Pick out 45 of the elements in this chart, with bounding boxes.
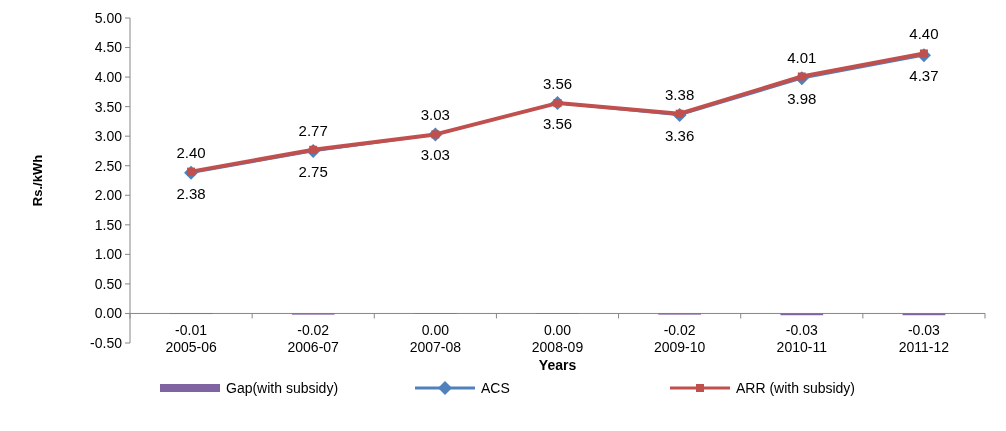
- data-label: 4.37: [909, 67, 939, 85]
- x-axis-title: Years: [538, 357, 577, 373]
- y-tick-label: 4.00: [94, 68, 123, 85]
- y-tick-label: 2.00: [94, 187, 123, 204]
- x-tick-label: 2009-10: [653, 338, 706, 355]
- y-tick-label: 0.50: [94, 275, 123, 292]
- data-label: 2.75: [298, 162, 328, 180]
- data-label: 3.03: [420, 146, 450, 164]
- data-label: 2.77: [298, 121, 328, 139]
- data-label: 3.56: [542, 75, 573, 93]
- y-tick-label: 5.00: [94, 9, 123, 26]
- data-label: 4.40: [909, 25, 939, 43]
- data-label: 3.98: [787, 90, 817, 108]
- data-label: -0.03: [907, 322, 941, 339]
- x-tick-label: 2008-09: [531, 338, 584, 355]
- y-tick-label: 3.50: [94, 98, 123, 115]
- x-tick-label: 2007-08: [409, 338, 462, 355]
- data-label: 2.38: [176, 184, 206, 202]
- x-tick-label: 2005-06: [165, 338, 217, 355]
- data-label: -0.02: [297, 322, 330, 339]
- y-tick-label: 2.50: [94, 157, 123, 174]
- data-label: 4.01: [787, 48, 817, 66]
- legend-label: ACS: [481, 379, 510, 396]
- y-axis-title: Rs./kWh: [30, 154, 45, 207]
- data-label: 3.03: [420, 106, 450, 124]
- x-tick-label: 2010-11: [776, 338, 828, 355]
- data-label: -0.01: [175, 322, 208, 339]
- data-label: 2.40: [176, 143, 206, 161]
- data-label: 3.56: [542, 115, 573, 133]
- data-label: -0.03: [785, 322, 818, 339]
- data-label: 3.36: [665, 126, 695, 144]
- y-tick-label: 3.00: [94, 128, 123, 145]
- y-tick-label: 1.50: [94, 216, 123, 233]
- y-tick-label: 0.00: [94, 305, 123, 322]
- data-label: 0.00: [543, 322, 572, 339]
- x-tick-label: 2011-12: [898, 338, 950, 355]
- data-label: 3.38: [665, 85, 695, 103]
- y-tick-label: 4.50: [94, 39, 123, 56]
- y-tick-label: 1.00: [94, 246, 123, 263]
- legend-label: Gap(with subsidy): [226, 379, 339, 396]
- data-label: 0.00: [421, 322, 450, 339]
- y-tick-label: -0.50: [90, 334, 123, 351]
- data-label: -0.02: [663, 322, 696, 339]
- x-tick-label: 2006-07: [287, 338, 340, 355]
- legend-label: ARR (with subsidy): [736, 379, 856, 396]
